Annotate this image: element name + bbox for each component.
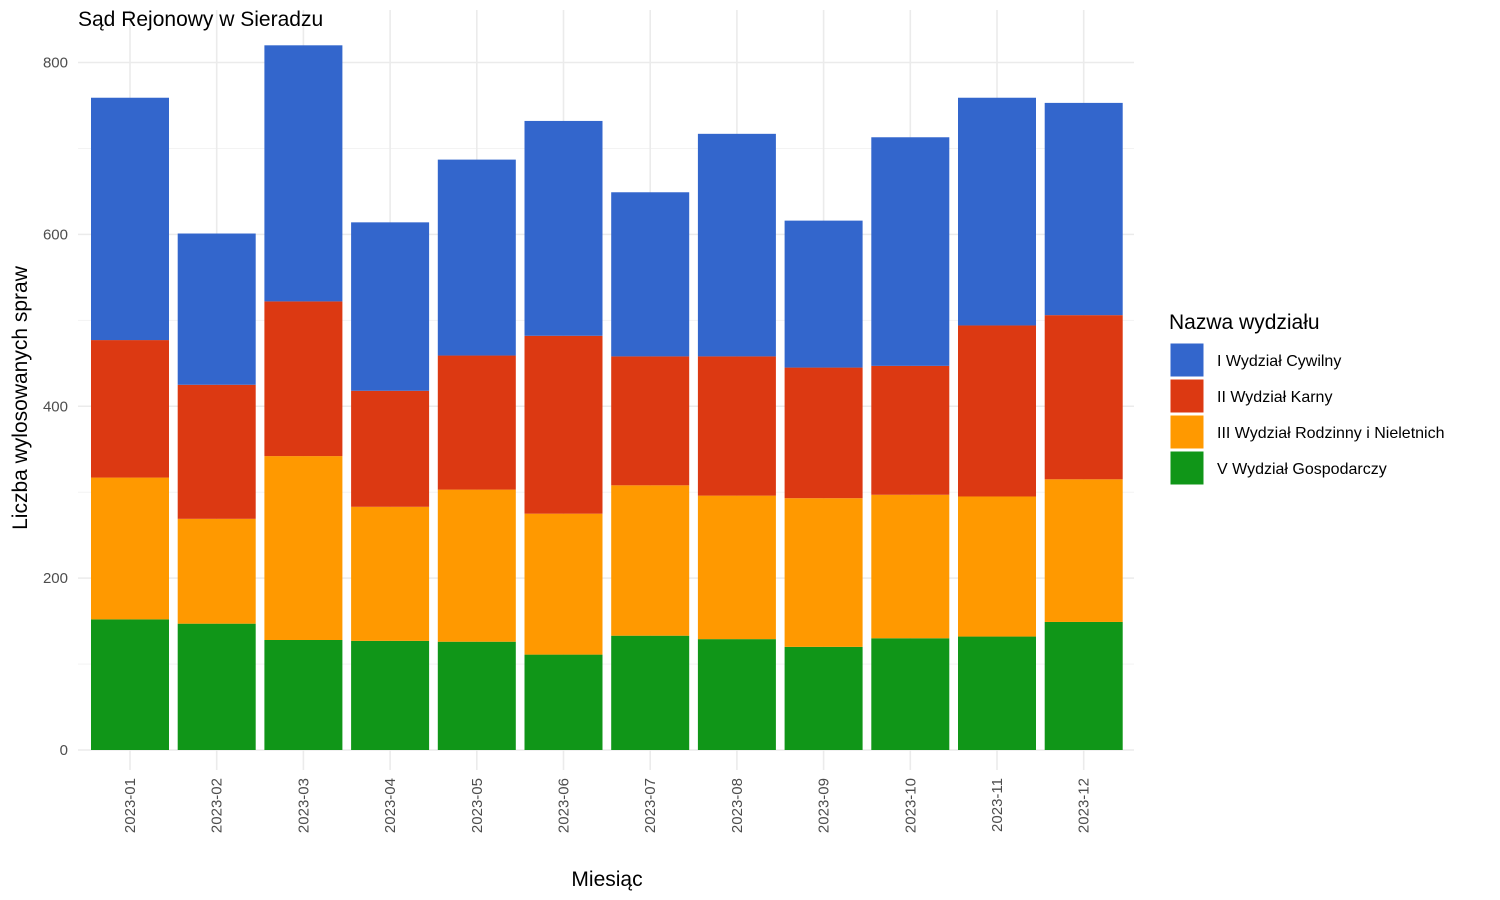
y-axis-title: Liczba wylosowanych spraw — [9, 265, 32, 530]
bar-segment — [871, 638, 950, 750]
bar-segment — [264, 301, 343, 457]
bar-segment — [784, 646, 863, 750]
x-tick-label: 2023-08 — [729, 778, 746, 833]
x-tick-label: 2023-01 — [122, 778, 139, 833]
bar-segment — [177, 518, 256, 624]
bar-segment — [1044, 102, 1123, 316]
bar-segment — [611, 356, 690, 486]
bar-segment — [1044, 315, 1123, 480]
bar-segment — [524, 513, 603, 655]
bar-segment — [177, 384, 256, 519]
x-tick-label: 2023-07 — [642, 778, 659, 833]
bar-segment — [437, 355, 516, 490]
y-axis-ticks: 0 200 400 600 800 — [43, 55, 68, 760]
bar-segment — [524, 120, 603, 336]
bar-segment — [351, 506, 430, 641]
bar-segment — [351, 222, 430, 391]
y-tick-label: 0 — [60, 742, 68, 759]
bar-segment — [611, 192, 690, 357]
bar-segment — [177, 233, 256, 385]
x-tick-label: 2023-09 — [816, 778, 833, 833]
bar-segment — [784, 220, 863, 368]
bar-segment — [697, 133, 776, 357]
y-tick-label: 600 — [43, 226, 68, 243]
bars — [91, 45, 1123, 750]
bar-segment — [264, 45, 343, 302]
legend-title: Nazwa wydziału — [1169, 311, 1320, 334]
x-tick-label: 2023-06 — [556, 778, 573, 833]
legend: Nazwa wydziału I Wydział Cywilny II Wydzi… — [1169, 311, 1445, 486]
legend-label: II Wydział Karny — [1217, 389, 1332, 406]
bar-segment — [524, 654, 603, 750]
y-tick-label: 200 — [43, 570, 68, 587]
legend-swatch — [1169, 378, 1205, 414]
bar-segment — [437, 641, 516, 750]
x-tick-label: 2023-10 — [902, 778, 919, 833]
x-tick-label: 2023-03 — [295, 778, 312, 833]
bar-segment — [697, 356, 776, 496]
bar-segment — [958, 496, 1036, 637]
x-tick-label: 2023-11 — [989, 778, 1006, 832]
bar-segment — [784, 498, 863, 647]
bar-segment — [437, 159, 516, 356]
x-axis-title: Miesiąc — [571, 868, 642, 891]
bar-segment — [91, 340, 169, 478]
bar-segment — [697, 639, 776, 750]
bar-segment — [958, 97, 1036, 326]
legend-label: V Wydział Gospodarczy — [1217, 461, 1387, 478]
y-tick-label: 400 — [43, 398, 68, 415]
x-axis-ticks: 2023-01 2023-02 2023-03 2023-04 2023-05 2023-… — [122, 778, 1093, 833]
bar-segment — [611, 635, 690, 750]
bar-segment — [524, 335, 603, 514]
bar-segment — [437, 489, 516, 642]
bar-segment — [784, 367, 863, 499]
bar-segment — [697, 495, 776, 640]
chart-title: Sąd Rejonowy w Sieradzu — [78, 8, 323, 31]
legend-swatch — [1169, 450, 1205, 486]
bar-segment — [1044, 621, 1123, 750]
legend-label: III Wydział Rodzinny i Nieletnich — [1217, 425, 1445, 442]
legend-label: I Wydział Cywilny — [1217, 353, 1341, 370]
bar-segment — [351, 390, 430, 507]
legend-swatch — [1169, 342, 1205, 378]
bar-segment — [177, 623, 256, 750]
x-tick-label: 2023-04 — [382, 778, 399, 833]
bar-segment — [611, 485, 690, 636]
bar-segment — [91, 97, 169, 341]
bar-segment — [871, 365, 950, 495]
bar-segment — [958, 636, 1036, 750]
x-tick-label: 2023-05 — [469, 778, 486, 833]
bar-segment — [91, 477, 169, 620]
legend-swatch — [1169, 414, 1205, 450]
bar-segment — [264, 640, 343, 750]
bar-segment — [871, 137, 950, 366]
bar-segment — [264, 456, 343, 640]
bar-segment — [871, 494, 950, 639]
bar-segment — [91, 619, 169, 750]
bar-segment — [351, 640, 430, 750]
bar-segment — [958, 325, 1036, 497]
y-tick-label: 800 — [43, 55, 68, 72]
x-tick-label: 2023-02 — [209, 778, 226, 833]
x-tick-label: 2023-12 — [1076, 778, 1093, 833]
bar-segment — [1044, 479, 1123, 622]
